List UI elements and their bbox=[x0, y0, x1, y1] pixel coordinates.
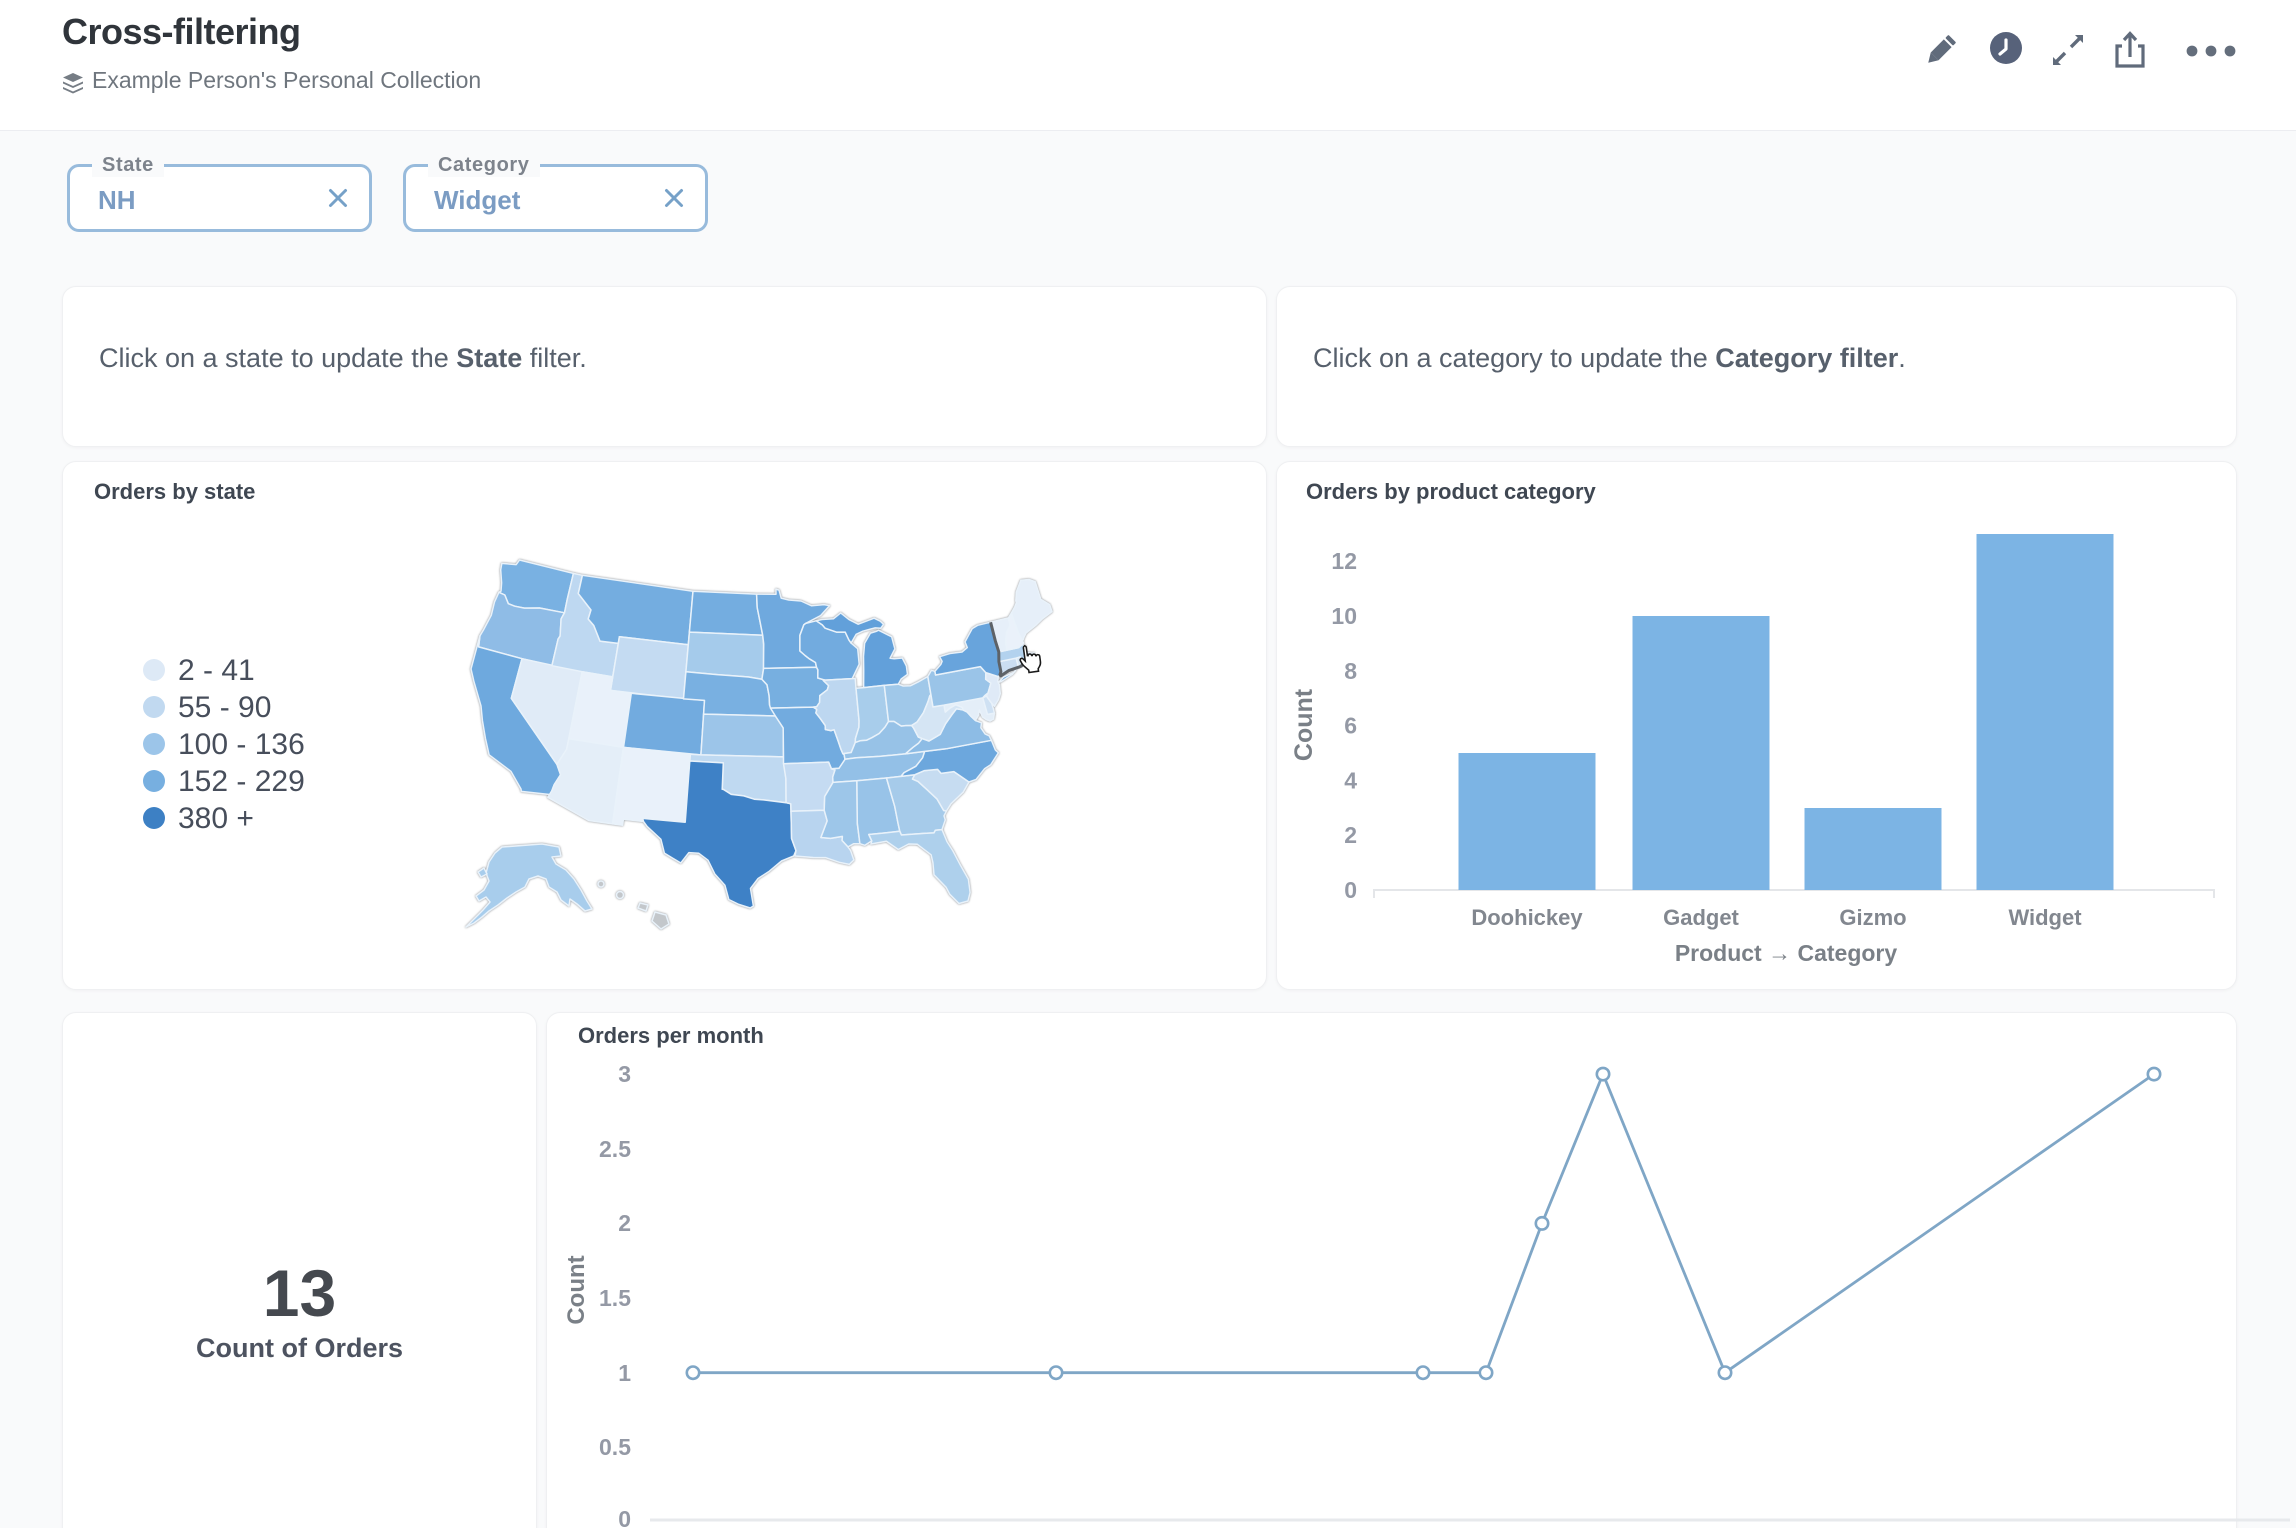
svg-text:Doohickey: Doohickey bbox=[1471, 905, 1583, 930]
svg-text:12: 12 bbox=[1331, 548, 1357, 574]
svg-text:0: 0 bbox=[1344, 877, 1357, 903]
svg-text:0: 0 bbox=[618, 1506, 631, 1528]
svg-text:0.5: 0.5 bbox=[599, 1434, 631, 1460]
svg-text:Count: Count bbox=[1290, 688, 1318, 761]
svg-text:8: 8 bbox=[1344, 658, 1357, 684]
svg-text:1.5: 1.5 bbox=[599, 1285, 631, 1311]
svg-text:Product → Category: Product → Category bbox=[1675, 940, 1898, 966]
svg-text:6: 6 bbox=[1344, 713, 1357, 739]
svg-text:152 - 229: 152 - 229 bbox=[178, 765, 305, 798]
svg-text:Gizmo: Gizmo bbox=[1839, 905, 1906, 930]
svg-text:100 - 136: 100 - 136 bbox=[178, 728, 305, 761]
svg-text:2.5: 2.5 bbox=[599, 1136, 631, 1162]
svg-text:2 - 41: 2 - 41 bbox=[178, 654, 255, 687]
svg-text:10: 10 bbox=[1331, 603, 1357, 629]
svg-text:2: 2 bbox=[618, 1210, 631, 1236]
svg-text:3: 3 bbox=[618, 1061, 631, 1087]
svg-text:Widget: Widget bbox=[2008, 905, 2082, 930]
svg-text:55 - 90: 55 - 90 bbox=[178, 691, 271, 724]
svg-text:2: 2 bbox=[1344, 822, 1357, 848]
svg-text:380 +: 380 + bbox=[178, 802, 254, 835]
svg-text:1: 1 bbox=[618, 1360, 631, 1386]
svg-text:Gadget: Gadget bbox=[1663, 905, 1739, 930]
svg-text:4: 4 bbox=[1344, 767, 1357, 793]
svg-text:Count: Count bbox=[563, 1255, 590, 1324]
